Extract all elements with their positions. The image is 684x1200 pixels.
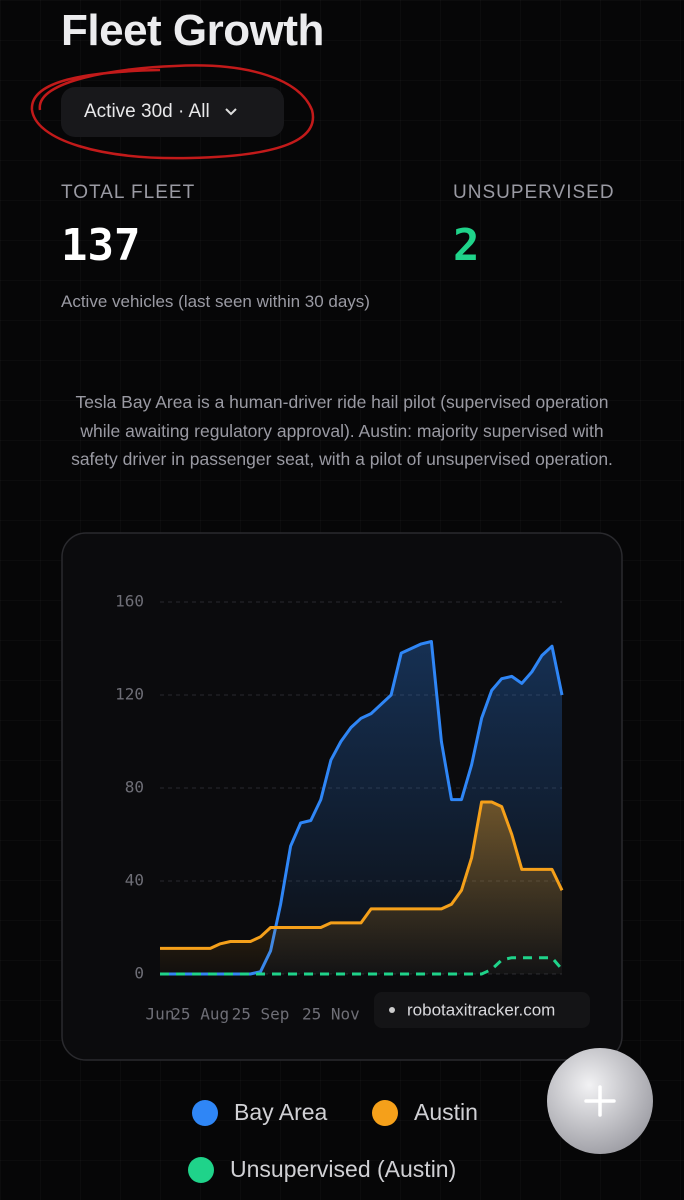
legend-swatch: [188, 1157, 214, 1183]
filter-dropdown[interactable]: Active 30d · All: [61, 87, 284, 137]
description: Tesla Bay Area is a human-driver ride ha…: [71, 392, 613, 469]
legend-label: Unsupervised (Austin): [230, 1156, 456, 1182]
x-tick-label: Jun: [146, 1005, 175, 1024]
stat-value: 2: [453, 220, 480, 271]
stat-label: UNSUPERVISED: [453, 182, 615, 203]
stat-value: 137: [61, 220, 141, 271]
y-tick-label: 160: [115, 592, 144, 611]
legend-label: Austin: [414, 1099, 478, 1125]
plus-icon: [584, 1085, 616, 1117]
legend-swatch: [192, 1100, 218, 1126]
series-line: [160, 800, 564, 950]
watermark-dot: [389, 1007, 395, 1013]
chevron: [224, 108, 237, 116]
filter-label: Active 30d · All: [84, 101, 210, 122]
area: [160, 802, 562, 974]
x-tick-label: 25 Nov: [302, 1005, 360, 1024]
y-tick-label: 80: [125, 778, 144, 797]
page-title: Fleet Growth: [61, 6, 324, 55]
y-tick-label: 120: [115, 685, 144, 704]
legend-label: Bay Area: [234, 1099, 328, 1125]
stat-label: TOTAL FLEET: [61, 182, 196, 203]
y-tick-label: 40: [125, 871, 144, 890]
legend-swatch: [372, 1100, 398, 1126]
add-button[interactable]: [547, 1048, 653, 1154]
series-line: [160, 956, 564, 976]
x-tick-label: 25 Aug: [171, 1005, 229, 1024]
y-tick-label: 0: [134, 964, 144, 983]
watermark: robotaxitracker.com: [407, 1000, 555, 1019]
annotation-scribble: [30, 64, 315, 160]
stat-note: Active vehicles (last seen within 30 day…: [61, 292, 370, 311]
watermark-pill: [374, 992, 590, 1028]
x-tick-label: 25 Sep: [232, 1005, 290, 1024]
